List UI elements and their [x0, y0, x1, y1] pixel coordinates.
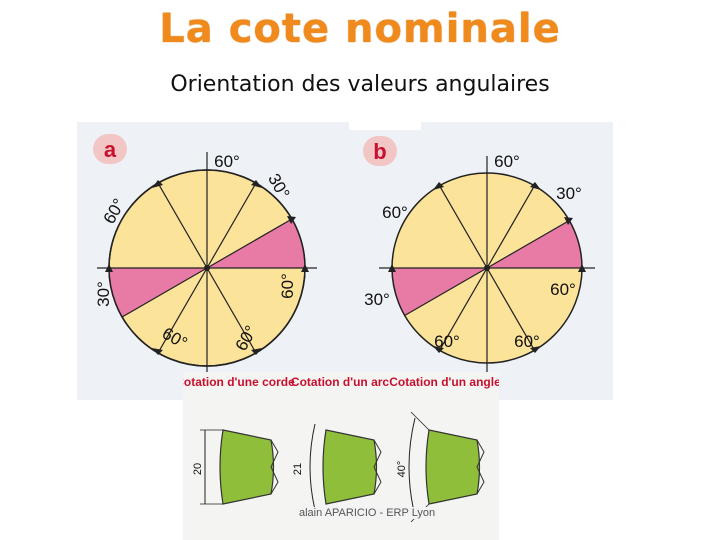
label-a-right: 60°	[278, 273, 297, 299]
badge-a-label: a	[104, 137, 117, 162]
badge-a	[93, 134, 127, 164]
label-b-left: 30°	[364, 290, 390, 309]
label-angle-text: Cotation d'un angle	[389, 375, 499, 389]
arrows-b	[388, 182, 586, 353]
arrows-a	[105, 180, 309, 355]
diagram-a: a 60° 30° 60° 30° 60° 60° 60°	[93, 134, 317, 388]
green-part-angle	[425, 429, 481, 505]
label-b-right: 60°	[550, 280, 576, 299]
figure-notch	[349, 122, 421, 130]
green-part-arc	[322, 429, 378, 505]
label-angle: Cotation d'un angle	[389, 375, 499, 389]
center-a	[204, 265, 210, 271]
break-line-corde	[270, 439, 279, 495]
label-b-upper-right: 30°	[556, 184, 582, 203]
pink-sector-a-left	[108, 268, 207, 317]
badge-b	[363, 136, 397, 166]
dim-angle	[408, 417, 416, 517]
pink-sector-a-right	[207, 219, 305, 268]
angle-diagrams: a 60° 30° 60° 30° 60° 60° 60°	[77, 122, 613, 400]
label-b-upper-left: 60°	[382, 203, 408, 222]
dim-arc	[309, 423, 316, 511]
value-arc: 21	[292, 463, 304, 475]
label-corde-text: Cotation d'une corde	[183, 375, 295, 389]
footer-credit: alain APARICIO - ERP Lyon	[296, 507, 439, 519]
part-corde: 20	[192, 429, 279, 505]
label-b-top: 60°	[494, 152, 520, 171]
diagram-b: b 60° 30° 60° 30° 60° 60° 60°	[349, 122, 595, 384]
break-line-arc	[373, 439, 382, 495]
pink-sector-b-left	[391, 268, 487, 316]
ext-line-angle-top	[410, 411, 430, 431]
label-a-top: 60°	[214, 152, 240, 171]
label-corde: Cotation d'une corde	[183, 375, 295, 389]
page-subtitle: Orientation des valeurs angulaires	[170, 72, 550, 97]
badge-b-label: b	[373, 139, 386, 164]
label-arc: Cotation d'un arc	[291, 375, 390, 389]
label-b-bottom-right: 60°	[514, 332, 540, 351]
value-corde: 20	[192, 463, 204, 475]
label-a-left: 30°	[94, 281, 113, 307]
cotation-labels: Cotation d'une corde Cotation d'un arc C…	[183, 375, 499, 389]
label-arc-text: Cotation d'un arc	[291, 375, 390, 389]
part-angle: 40°	[396, 411, 485, 523]
page-title: La cote nominale	[159, 6, 561, 52]
label-b-bottom-left: 60°	[434, 332, 460, 351]
value-angle: 40°	[396, 461, 408, 478]
part-arc: 21	[292, 423, 382, 511]
break-line-angle	[476, 439, 485, 495]
pink-sector-b-right	[487, 220, 582, 268]
green-part-corde	[219, 429, 275, 505]
center-b	[484, 265, 490, 271]
